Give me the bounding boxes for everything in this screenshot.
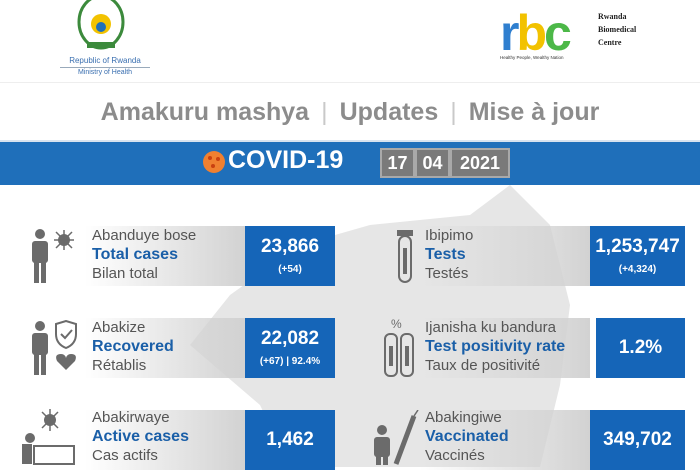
total-cases-label: Abanduye bose Total cases Bilan total xyxy=(92,227,197,282)
covid-banner xyxy=(0,140,700,185)
ministry-of-health-text: Ministry of Health xyxy=(77,69,133,76)
active-cases-label: Abakirwaye Active cases Cas actifs xyxy=(92,409,189,464)
date-day: 17 xyxy=(380,148,415,178)
tests-label: Ibipimo Tests Testés xyxy=(425,227,474,282)
person-virus-icon xyxy=(32,229,74,283)
vaccinated-label: Abakingiwe Vaccinated Vaccinés xyxy=(425,409,509,464)
test-tube-icon xyxy=(397,230,413,283)
date-year: 2021 xyxy=(450,148,510,178)
total-cases-value-box: 23,866 (+54) xyxy=(245,226,335,286)
test-positivity-label: Ijanisha ku bandura Test positivity rate T… xyxy=(425,319,566,374)
date-month: 04 xyxy=(415,148,450,178)
virus-icon xyxy=(203,151,225,173)
covid-label: COVID-19 xyxy=(228,146,344,174)
coat-of-arms-logo xyxy=(77,0,125,50)
vaccinated-value-box: 349,702 xyxy=(590,410,685,470)
test-positivity-value-box: 1.2% xyxy=(596,318,685,378)
recovered-value-box: 22,082 (+67) | 92.4% xyxy=(245,318,335,378)
rbc-logo: rbc xyxy=(500,5,572,61)
republic-of-rwanda-text: Republic of Rwanda xyxy=(69,56,141,65)
tests-value-box: 1,253,747 (+4,324) xyxy=(590,226,685,286)
svg-text:%: % xyxy=(391,317,402,331)
active-cases-value-box: 1,462 xyxy=(245,410,335,470)
person-shield-heart-icon xyxy=(32,320,77,375)
patient-bed-icon xyxy=(22,409,75,465)
rbc-tagline: Healthy People, Wealthy Nation xyxy=(500,55,564,60)
recovered-label: Abakize Recovered Rétablis xyxy=(92,319,174,374)
person-syringe-icon xyxy=(374,410,419,465)
page-title: Amakuru mashya | Updates | Mise à jour xyxy=(100,98,600,126)
rbc-name: Rwanda Biomedical Centre xyxy=(598,12,637,47)
percent-test-tubes-icon: % xyxy=(384,317,414,377)
